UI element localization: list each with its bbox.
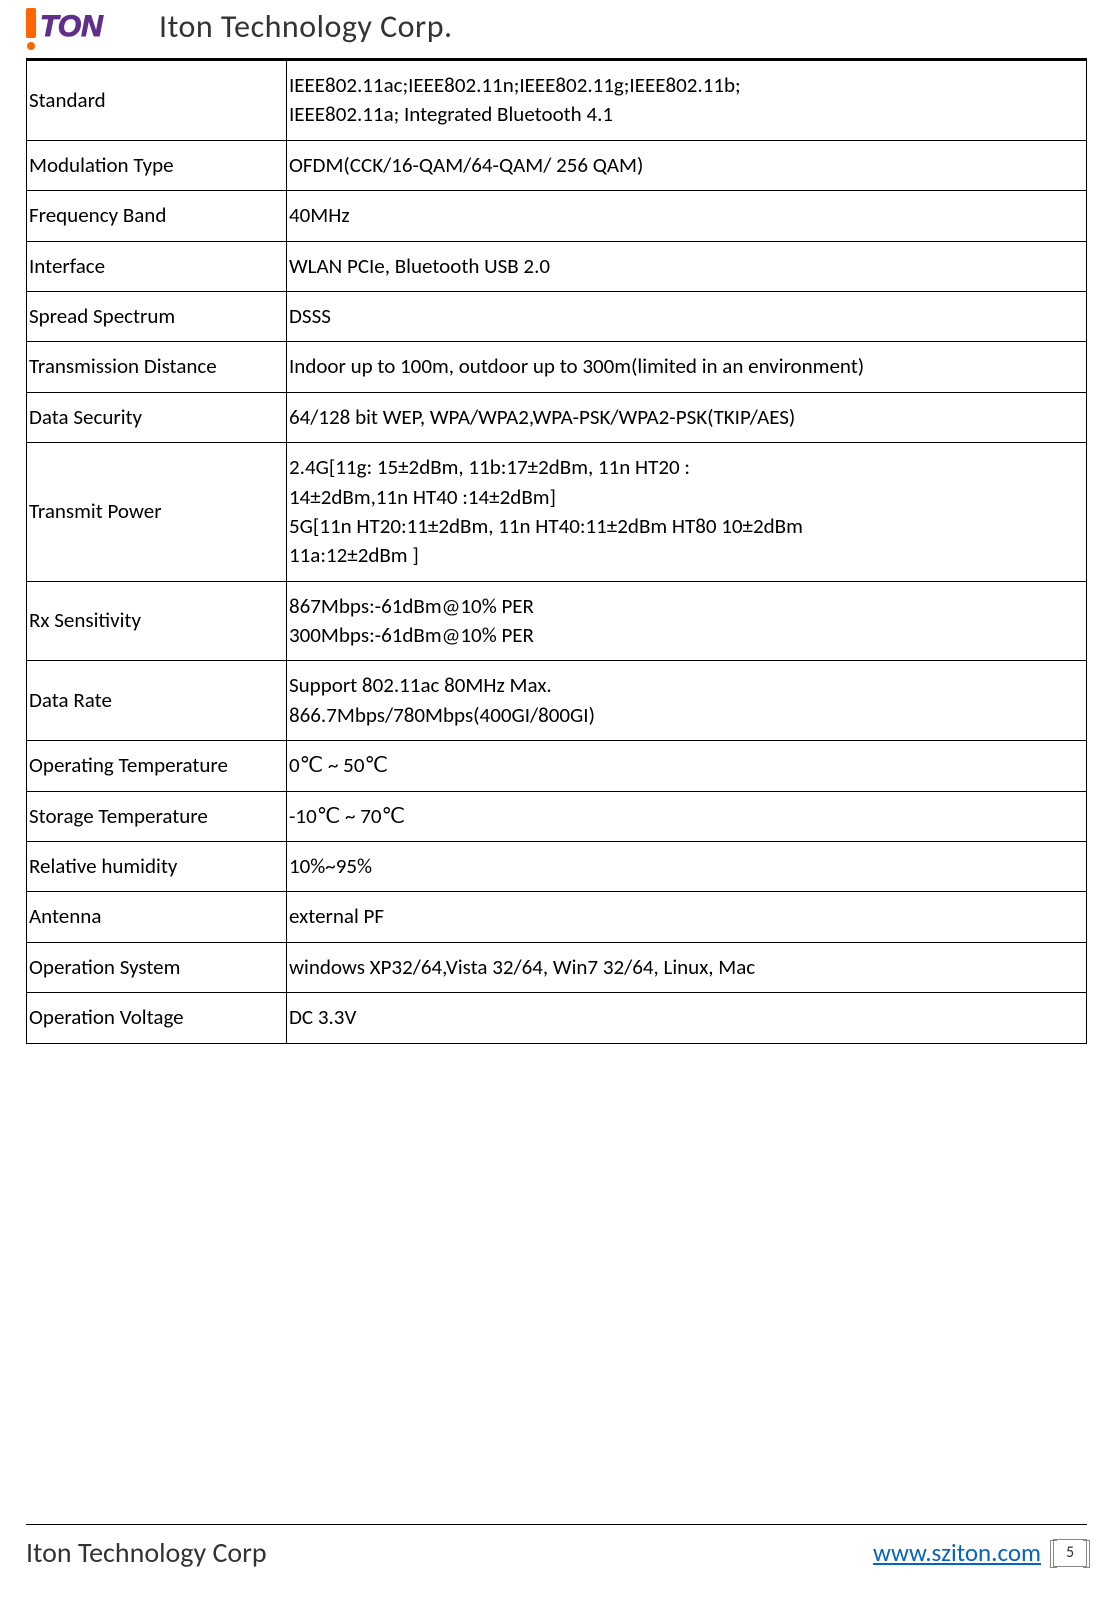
spec-value: external PF: [287, 892, 1087, 942]
table-row: Transmission DistanceIndoor up to 100m, …: [27, 342, 1087, 392]
spec-value: DC 3.3V: [287, 993, 1087, 1043]
spec-label: Rx Sensitivity: [27, 581, 287, 661]
page-number-badge: 5: [1053, 1539, 1087, 1567]
table-row: Frequency Band40MHz: [27, 191, 1087, 241]
table-row: Transmit Power2.4G[11g: 15±2dBm, 11b:17±…: [27, 443, 1087, 582]
spec-value: 10%~95%: [287, 842, 1087, 892]
spec-label: Antenna: [27, 892, 287, 942]
spec-value: Indoor up to 100m, outdoor up to 300m(li…: [287, 342, 1087, 392]
page-footer: Iton Technology Corp www.sziton.com 5: [26, 1524, 1087, 1570]
spec-label: Operating Temperature: [27, 741, 287, 791]
spec-value: WLAN PCIe, Bluetooth USB 2.0: [287, 241, 1087, 291]
spec-label: Storage Temperature: [27, 791, 287, 841]
company-logo: TON: [26, 2, 141, 50]
spec-label: Data Rate: [27, 661, 287, 741]
spec-label: Relative humidity: [27, 842, 287, 892]
table-row: Data Security64/128 bit WEP, WPA/WPA2,WP…: [27, 392, 1087, 442]
spec-value: 2.4G[11g: 15±2dBm, 11b:17±2dBm, 11n HT20…: [287, 443, 1087, 582]
table-row: Modulation TypeOFDM(CCK/16-QAM/64-QAM/ 2…: [27, 140, 1087, 190]
table-row: Rx Sensitivity867Mbps:-61dBm@10% PER 300…: [27, 581, 1087, 661]
spec-value: Support 802.11ac 80MHz Max. 866.7Mbps/78…: [287, 661, 1087, 741]
spec-label: Operation Voltage: [27, 993, 287, 1043]
spec-table-body: StandardIEEE802.11ac;IEEE802.11n;IEEE802…: [27, 61, 1087, 1044]
spec-value: 867Mbps:-61dBm@10% PER 300Mbps:-61dBm@10…: [287, 581, 1087, 661]
table-row: Operation Systemwindows XP32/64,Vista 32…: [27, 942, 1087, 992]
spec-label: Interface: [27, 241, 287, 291]
spec-value: windows XP32/64,Vista 32/64, Win7 32/64,…: [287, 942, 1087, 992]
spec-label: Transmit Power: [27, 443, 287, 582]
svg-text:TON: TON: [40, 10, 104, 43]
table-row: Relative humidity10%~95%: [27, 842, 1087, 892]
spec-value: 0℃ ~ 50℃: [287, 741, 1087, 791]
spec-value: 40MHz: [287, 191, 1087, 241]
spec-label: Transmission Distance: [27, 342, 287, 392]
spec-label: Frequency Band: [27, 191, 287, 241]
table-row: Operating Temperature0℃ ~ 50℃: [27, 741, 1087, 791]
spec-value: -10℃ ~ 70℃: [287, 791, 1087, 841]
table-row: StandardIEEE802.11ac;IEEE802.11n;IEEE802…: [27, 61, 1087, 141]
table-row: Operation VoltageDC 3.3V: [27, 993, 1087, 1043]
spec-value: DSSS: [287, 291, 1087, 341]
spec-label: Data Security: [27, 392, 287, 442]
page-header: TON Iton Technology Corp.: [26, 0, 1087, 58]
spec-value: OFDM(CCK/16-QAM/64-QAM/ 256 QAM): [287, 140, 1087, 190]
spec-value: IEEE802.11ac;IEEE802.11n;IEEE802.11g;IEE…: [287, 61, 1087, 141]
table-row: Data RateSupport 802.11ac 80MHz Max. 866…: [27, 661, 1087, 741]
spec-table: StandardIEEE802.11ac;IEEE802.11n;IEEE802…: [26, 60, 1087, 1044]
footer-company: Iton Technology Corp: [26, 1535, 267, 1570]
table-row: Storage Temperature-10℃ ~ 70℃: [27, 791, 1087, 841]
page-title: Iton Technology Corp.: [159, 7, 453, 46]
table-row: InterfaceWLAN PCIe, Bluetooth USB 2.0: [27, 241, 1087, 291]
spec-label: Standard: [27, 61, 287, 141]
spec-label: Operation System: [27, 942, 287, 992]
table-row: Spread SpectrumDSSS: [27, 291, 1087, 341]
table-row: Antennaexternal PF: [27, 892, 1087, 942]
spec-label: Spread Spectrum: [27, 291, 287, 341]
footer-link[interactable]: www.sziton.com: [873, 1537, 1041, 1568]
page-number: 5: [1066, 1543, 1074, 1562]
spec-label: Modulation Type: [27, 140, 287, 190]
spec-value: 64/128 bit WEP, WPA/WPA2,WPA-PSK/WPA2-PS…: [287, 392, 1087, 442]
footer-divider: [26, 1524, 1087, 1525]
